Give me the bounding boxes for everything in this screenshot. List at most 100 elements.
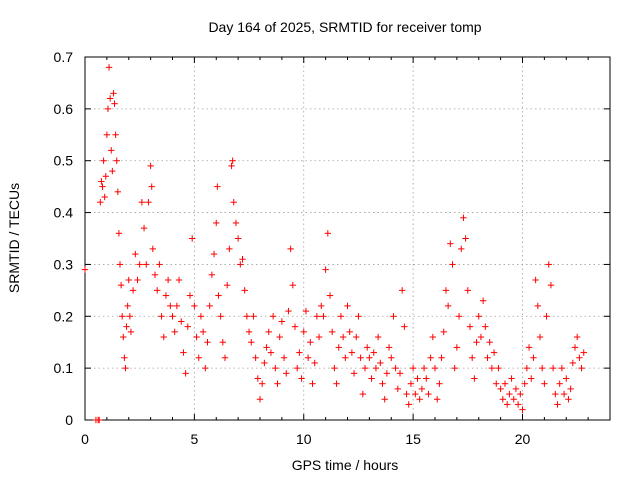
- data-point: [368, 375, 375, 382]
- data-point: [239, 256, 246, 263]
- data-point: [385, 344, 393, 351]
- data-point: [390, 313, 397, 320]
- data-point: [523, 364, 531, 372]
- data-point: [370, 349, 377, 356]
- data-point: [355, 313, 362, 320]
- data-point: [346, 328, 353, 336]
- data-point: [125, 276, 132, 284]
- data-point: [123, 323, 130, 330]
- data-point: [191, 302, 198, 310]
- data-point: [339, 333, 347, 341]
- data-point: [221, 354, 229, 361]
- data-point: [536, 333, 544, 341]
- data-point: [263, 344, 270, 351]
- data-point: [164, 276, 172, 284]
- axis-ticks: [84, 56, 610, 421]
- data-point: [228, 162, 235, 170]
- data-point: [571, 344, 579, 351]
- data-point: [175, 276, 183, 284]
- chart-title: Day 164 of 2025, SRMTID for receiver tom…: [208, 19, 481, 35]
- data-point: [442, 287, 450, 294]
- data-point: [447, 240, 454, 247]
- data-point: [180, 349, 187, 356]
- data-point: [96, 416, 103, 424]
- data-point: [438, 354, 445, 361]
- data-point: [261, 359, 268, 367]
- data-point: [486, 339, 493, 346]
- data-point: [280, 354, 288, 361]
- y-tick-label: 0: [65, 412, 73, 428]
- data-point: [217, 313, 224, 320]
- x-tick-label: 20: [515, 431, 531, 447]
- data-point: [558, 364, 566, 372]
- data-point: [409, 364, 417, 372]
- data-point: [115, 230, 123, 237]
- data-point: [549, 364, 557, 372]
- data-point: [344, 302, 351, 310]
- data-point: [495, 364, 502, 372]
- data-point: [431, 364, 439, 372]
- data-point: [269, 313, 277, 320]
- data-point: [427, 354, 434, 361]
- data-point: [117, 281, 125, 289]
- data-point: [122, 364, 129, 372]
- data-point: [532, 276, 539, 284]
- data-point: [403, 390, 410, 398]
- data-point: [160, 333, 167, 341]
- data-point: [229, 157, 236, 164]
- data-point: [420, 364, 428, 372]
- data-point: [126, 313, 134, 320]
- data-point: [112, 131, 119, 138]
- data-point: [359, 390, 367, 398]
- data-point: [547, 281, 555, 289]
- data-point: [374, 333, 382, 341]
- data-point: [186, 292, 194, 299]
- data-point: [484, 354, 491, 361]
- data-point: [114, 188, 122, 196]
- data-point: [519, 406, 526, 413]
- data-point: [418, 385, 426, 393]
- data-point: [388, 354, 395, 361]
- data-point: [252, 354, 259, 361]
- data-point: [333, 380, 340, 387]
- data-point: [243, 313, 251, 320]
- data-point: [307, 339, 314, 346]
- data-point: [501, 380, 509, 387]
- data-point: [121, 354, 128, 361]
- data-point: [458, 245, 465, 253]
- data-point: [394, 385, 402, 393]
- x-tick-label: 0: [81, 431, 89, 447]
- data-point: [184, 323, 192, 330]
- data-point: [111, 100, 118, 107]
- data-point: [444, 302, 452, 310]
- data-point: [462, 235, 469, 242]
- y-tick-label: 0.7: [54, 49, 74, 65]
- data-point: [178, 318, 185, 325]
- data-point: [543, 313, 550, 320]
- data-point: [311, 359, 318, 367]
- data-point: [576, 354, 583, 361]
- data-point: [256, 396, 264, 403]
- data-point: [206, 302, 213, 310]
- data-point: [129, 287, 137, 294]
- data-point: [477, 333, 485, 341]
- data-point: [337, 313, 345, 320]
- data-point: [313, 313, 321, 320]
- data-point: [215, 292, 222, 299]
- data-point: [97, 199, 104, 206]
- data-point: [226, 245, 233, 253]
- data-point: [208, 271, 216, 278]
- data-point: [401, 323, 408, 330]
- data-point: [538, 364, 546, 372]
- data-point: [265, 328, 272, 336]
- data-point: [248, 339, 255, 346]
- data-point: [392, 364, 399, 372]
- x-tick-label: 5: [190, 431, 198, 447]
- data-point: [197, 313, 205, 320]
- data-point: [195, 354, 202, 361]
- data-point: [118, 313, 126, 320]
- data-point: [479, 297, 487, 304]
- data-point: [320, 313, 327, 320]
- data-point: [230, 199, 237, 206]
